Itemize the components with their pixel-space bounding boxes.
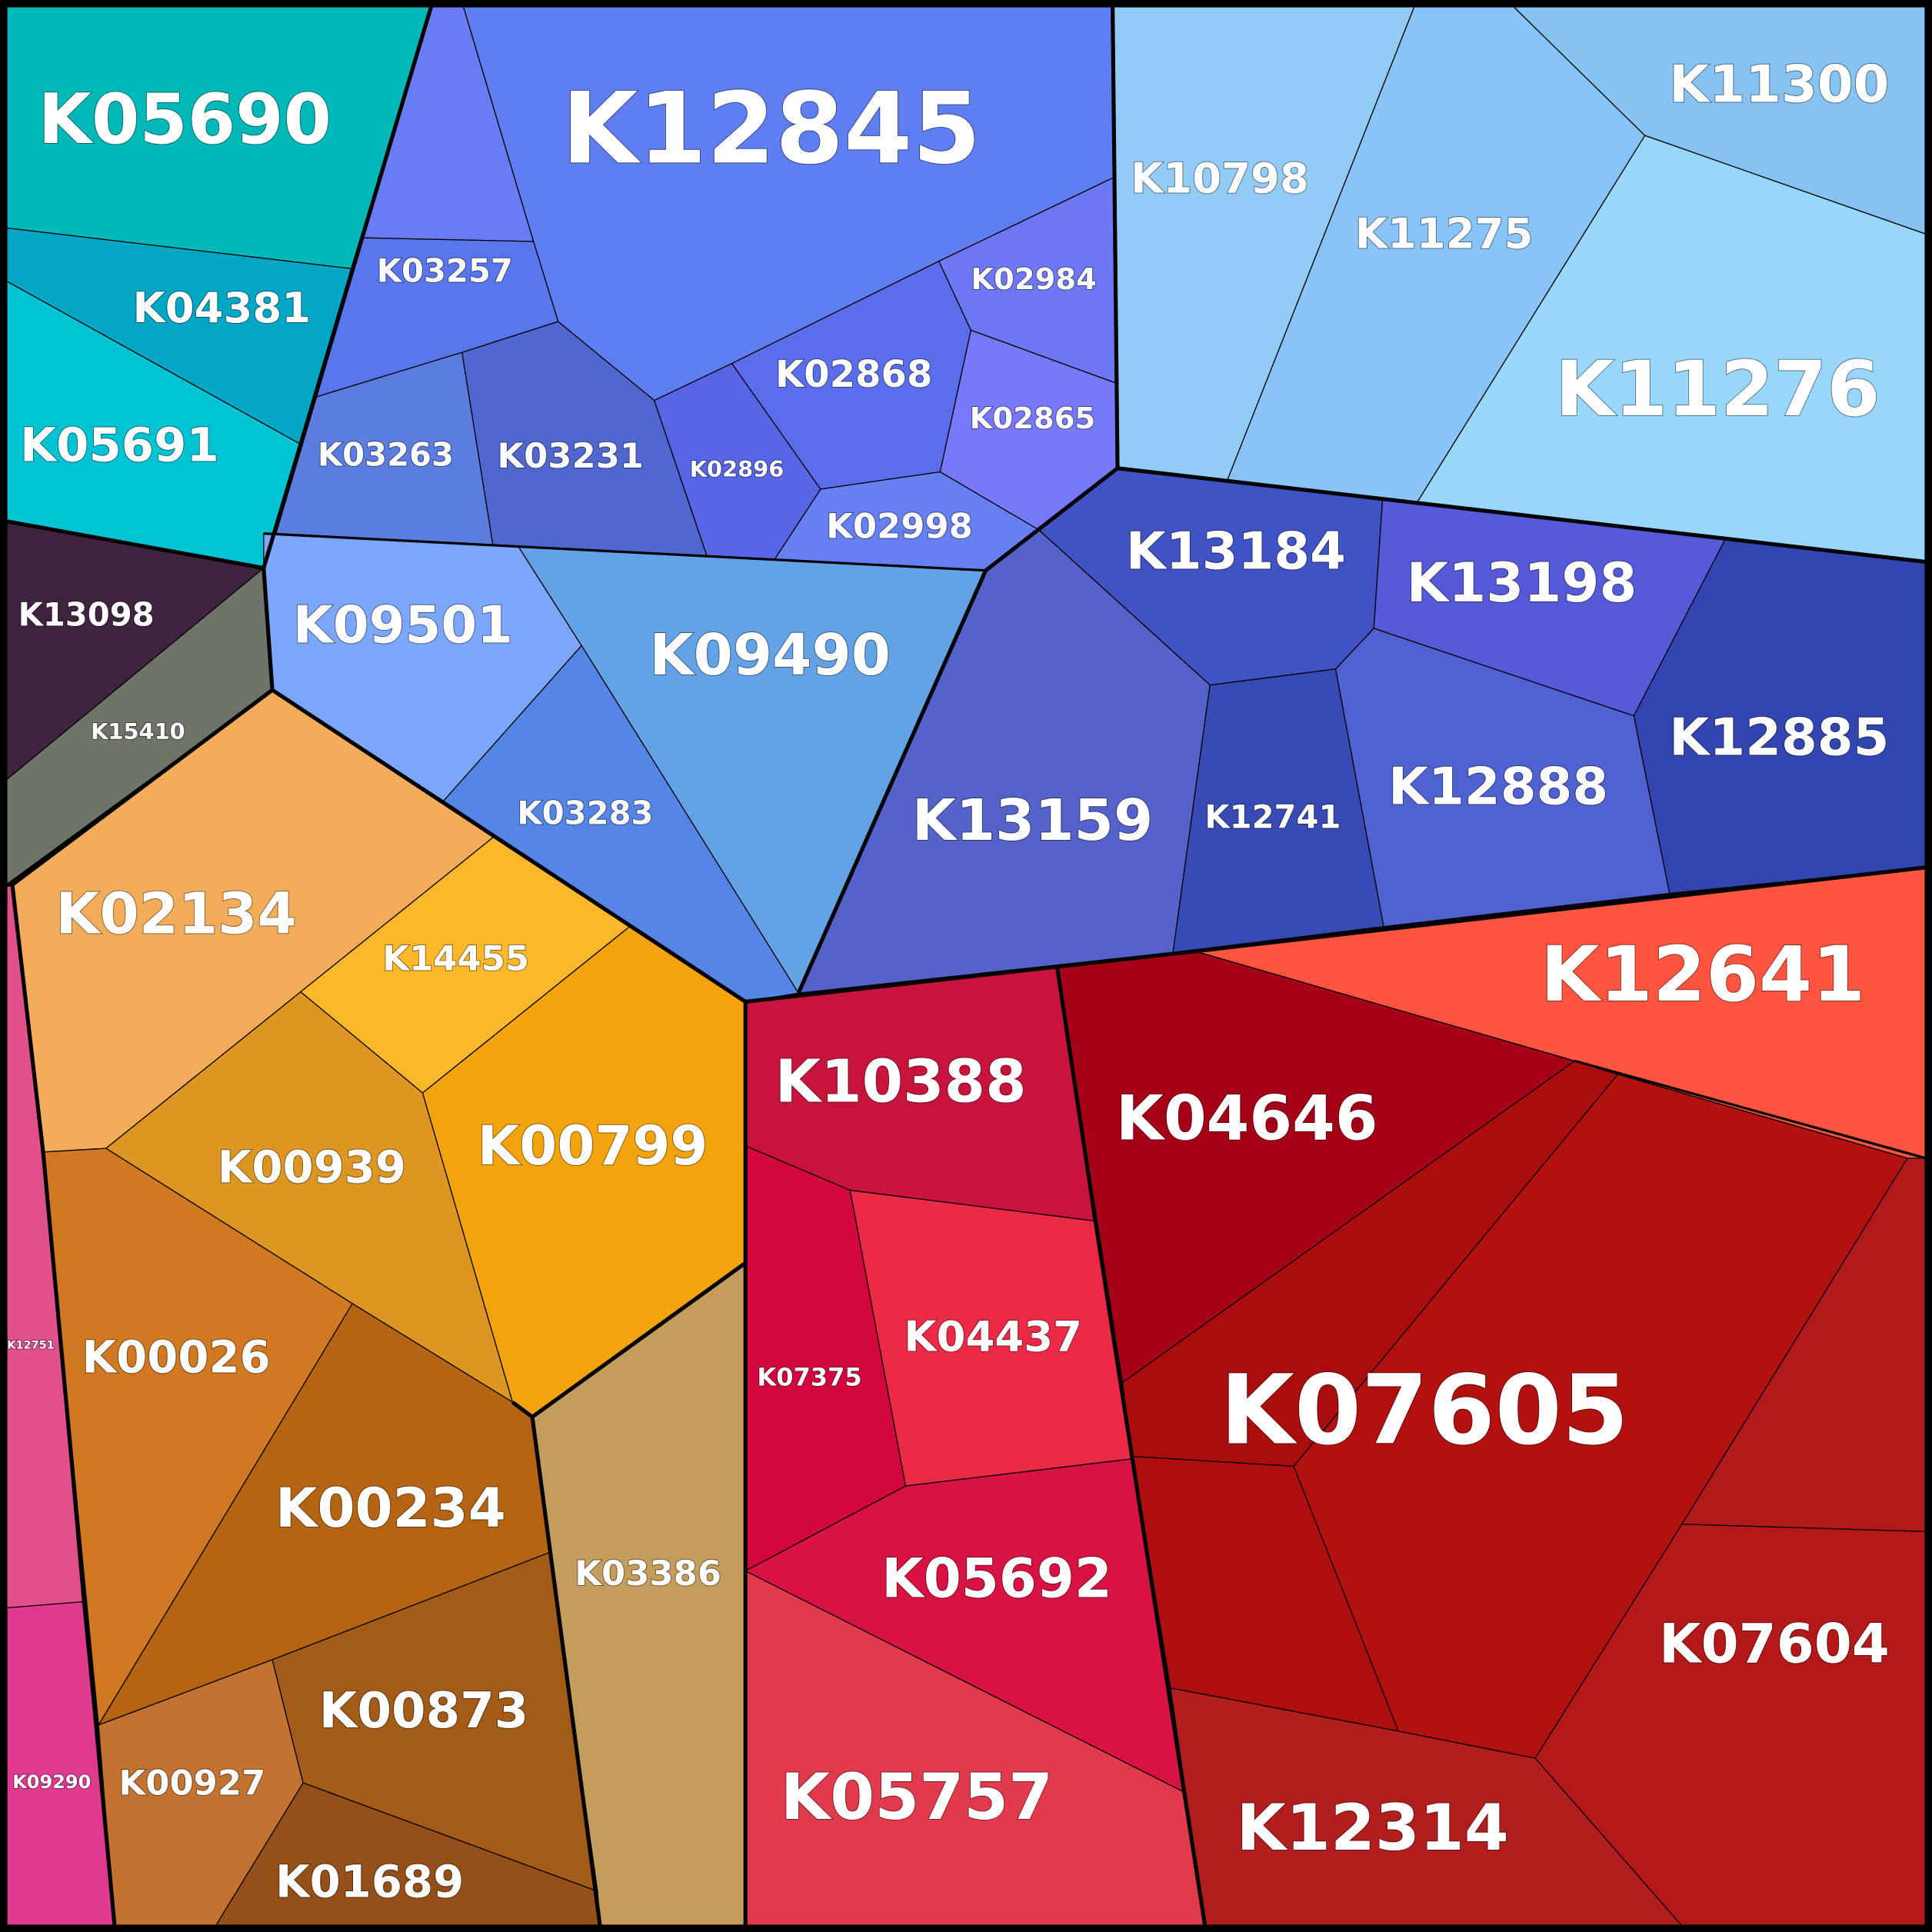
cell-label: K02984 bbox=[971, 262, 1097, 297]
cell-label: K10388 bbox=[775, 1048, 1027, 1116]
cell-label: K04381 bbox=[133, 283, 311, 332]
cell-label: K12641 bbox=[1541, 931, 1865, 1019]
cell-label: K15410 bbox=[91, 718, 185, 744]
cell-label: K12885 bbox=[1669, 707, 1889, 767]
cell-label: K10798 bbox=[1131, 154, 1309, 203]
border bbox=[10, 688, 274, 1927]
cell-label: K11300 bbox=[1669, 54, 1889, 114]
cell-label: K05690 bbox=[38, 80, 332, 160]
cell-label: K12314 bbox=[1237, 1790, 1509, 1865]
cell-label: K09290 bbox=[12, 1771, 91, 1793]
cell-label: K00927 bbox=[119, 1762, 266, 1803]
border bbox=[1117, 466, 1927, 565]
border bbox=[1574, 1059, 1927, 1160]
cell-label: K07605 bbox=[1220, 1355, 1628, 1467]
cell-label: K02865 bbox=[970, 401, 1096, 436]
border bbox=[263, 532, 986, 572]
cell-label: K13159 bbox=[912, 788, 1153, 854]
cell-label: K03386 bbox=[575, 1553, 721, 1594]
cell-label: K12751 bbox=[7, 1339, 54, 1351]
cell-label: K11276 bbox=[1555, 345, 1880, 434]
cell-label: K00939 bbox=[218, 1141, 406, 1194]
cell-label: K11275 bbox=[1355, 209, 1534, 258]
cell-label: K00799 bbox=[478, 1114, 708, 1178]
cell-label: K12741 bbox=[1204, 798, 1341, 835]
cell-label: K03283 bbox=[517, 794, 653, 832]
cell-label: K04437 bbox=[904, 1312, 1082, 1361]
cell-label: K02134 bbox=[55, 882, 296, 948]
cell-label: K05757 bbox=[781, 1760, 1053, 1834]
cell-label: K12845 bbox=[561, 72, 981, 186]
border bbox=[511, 1401, 602, 1927]
cell-label: K02896 bbox=[690, 456, 784, 482]
cell-label: K05692 bbox=[881, 1547, 1112, 1611]
cell-label: K14455 bbox=[382, 938, 529, 979]
cell-label: K09490 bbox=[650, 623, 891, 688]
cell-label: K00873 bbox=[319, 1683, 529, 1740]
cell-label: K03263 bbox=[318, 435, 454, 473]
cell-label: K04646 bbox=[1116, 1082, 1378, 1154]
border bbox=[1055, 967, 1208, 1927]
cell-label: K01689 bbox=[275, 1856, 464, 1908]
border bbox=[744, 865, 1927, 1004]
border bbox=[796, 5, 1120, 994]
labels: K05690 K04381 K05691 K13098 K15410 K12845 K032… bbox=[6, 53, 1890, 1908]
cell-label: K07375 bbox=[757, 1363, 861, 1392]
cell-label: K02998 bbox=[826, 505, 973, 546]
cell-label: K02868 bbox=[775, 353, 932, 396]
cell-label: K13198 bbox=[1407, 551, 1637, 615]
border bbox=[5, 519, 265, 571]
group-borders bbox=[5, 5, 1927, 1927]
cell-label: K13098 bbox=[18, 596, 155, 634]
cell-label: K03231 bbox=[497, 435, 644, 476]
cell-label: K00234 bbox=[275, 1477, 506, 1540]
cell-label: K12888 bbox=[1388, 756, 1608, 816]
cell-label: K05691 bbox=[20, 418, 219, 473]
cell-label: K13184 bbox=[1126, 521, 1346, 581]
cell-label: K09501 bbox=[293, 595, 513, 655]
cells bbox=[5, 5, 1927, 1927]
border bbox=[531, 1261, 747, 1419]
cell-label: K03257 bbox=[377, 252, 513, 290]
cell-label: K00026 bbox=[82, 1331, 270, 1383]
cell-label: K07604 bbox=[1659, 1612, 1890, 1675]
